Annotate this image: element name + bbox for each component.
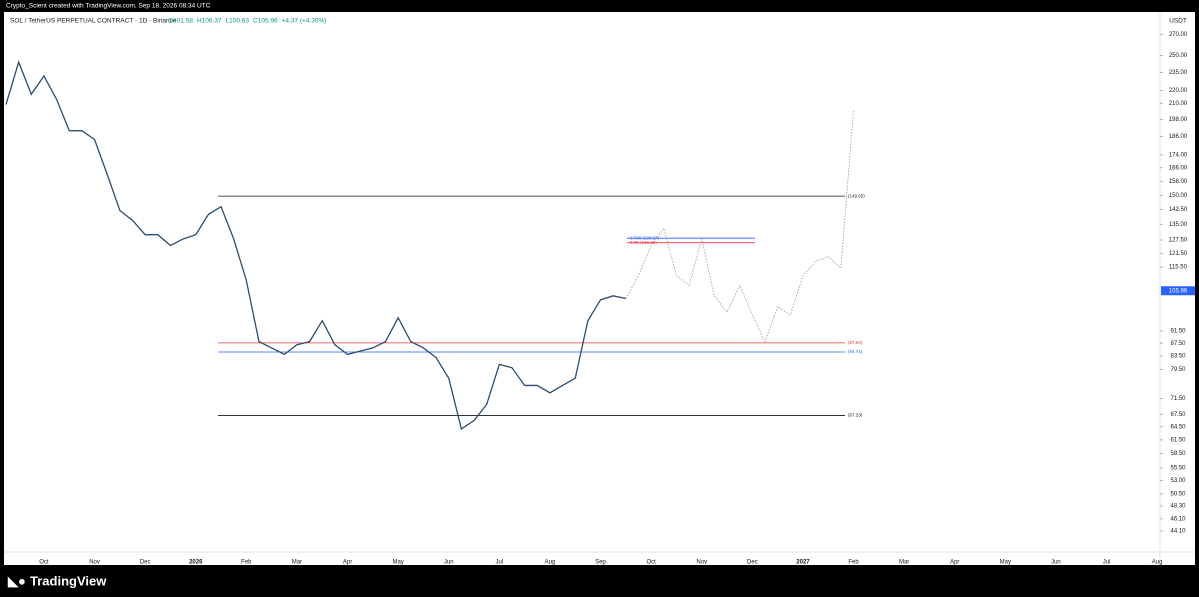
ohlc-value: O101.58 [168,18,193,25]
x-tick-label: 2027 [796,560,810,566]
y-tick-label: 198.00 [1169,117,1188,123]
ohlc-value: L100.63 [226,18,250,25]
y-tick-label: 46.10 [1170,516,1186,522]
y-tick-label: 53.00 [1170,478,1186,484]
x-tick-label: May [392,560,403,566]
chart-area [4,12,1195,565]
chart-title: SOL / TetherUS PERPETUAL CONTRACT · 1D ·… [10,18,177,25]
y-tick-label: 64.50 [1170,424,1186,430]
y-tick-label: 115.50 [1169,265,1188,271]
x-tick-label: Jul [1103,560,1111,566]
x-tick-label: Feb [241,560,252,566]
y-tick-label: 135.00 [1169,222,1188,228]
y-tick-label: 220.00 [1169,88,1188,94]
y-tick-label: 210.00 [1169,101,1188,107]
ohlc-value: C105.96 [253,18,278,25]
level-label: (84.74) [848,349,863,354]
x-tick-label: Feb [848,560,859,566]
currency: USDT [1169,18,1187,25]
y-tick-label: 44.10 [1170,529,1186,535]
y-tick-label: 91.50 [1170,329,1186,335]
y-tick-label: 48.30 [1170,504,1186,510]
price-line [5,60,626,430]
y-tick-label: 61.50 [1170,437,1186,443]
level-label: 0.786 (128.37) [630,235,660,240]
ohlc-value: H106.37 [197,18,222,25]
last-price-label: 105.96 [1169,288,1188,294]
y-tick-label: 58.50 [1170,451,1186,457]
attribution: Crypto_Scient created with TradingView.c… [6,3,211,10]
x-tick-label: May [1000,560,1011,566]
x-tick-label: Oct [646,560,656,566]
x-tick-label: Mar [292,560,302,566]
x-tick-label: Mar [899,560,909,566]
x-tick-label: Aug [545,560,556,566]
last-price-box [1161,286,1195,296]
y-tick-label: 127.50 [1169,238,1188,244]
ohlc-value: +4.37 (+4.30%) [282,18,327,25]
y-tick-label: 158.00 [1169,179,1188,185]
y-tick-label: 55.50 [1170,466,1186,472]
x-tick-label: Dec [747,560,758,566]
level-label: (149.65) [848,193,865,198]
x-tick-label: Nov [696,560,707,566]
y-tick-label: 150.00 [1169,193,1188,199]
y-tick-label: 71.50 [1170,396,1186,402]
level-label: (87.60) [848,340,863,345]
level-label: (67.23) [848,413,863,418]
y-tick-label: 166.00 [1169,165,1188,171]
x-tick-label: Dec [140,560,151,566]
x-tick-label: Jun [444,560,454,566]
y-tick-label: 250.00 [1169,53,1188,59]
y-tick-label: 79.50 [1170,367,1186,373]
brand-logo: ◣● [7,573,26,588]
x-tick-label: Aug [1152,560,1163,566]
y-tick-label: 186.00 [1169,134,1188,140]
y-tick-label: 235.00 [1169,70,1188,76]
x-tick-label: Jul [496,560,504,566]
x-tick-label: Sep [595,560,606,566]
x-tick-label: Apr [950,560,959,566]
y-tick-label: 121.50 [1169,251,1188,257]
y-tick-label: 174.00 [1169,152,1188,158]
x-tick-label: 2026 [189,560,203,566]
x-tick-label: Jun [1051,560,1061,566]
y-tick-label: 142.50 [1169,207,1188,213]
level-label: 0.75 (126.26) [630,240,657,245]
y-tick-label: 270.00 [1169,32,1188,38]
y-tick-label: 87.50 [1170,341,1186,347]
x-tick-label: Nov [89,560,100,566]
x-tick-label: Oct [39,560,49,566]
y-tick-label: 83.50 [1170,354,1186,360]
y-tick-label: 67.50 [1170,412,1186,418]
brand: TradingView [30,573,107,588]
y-tick-label: 50.50 [1170,491,1186,497]
x-tick-label: Apr [343,560,352,566]
